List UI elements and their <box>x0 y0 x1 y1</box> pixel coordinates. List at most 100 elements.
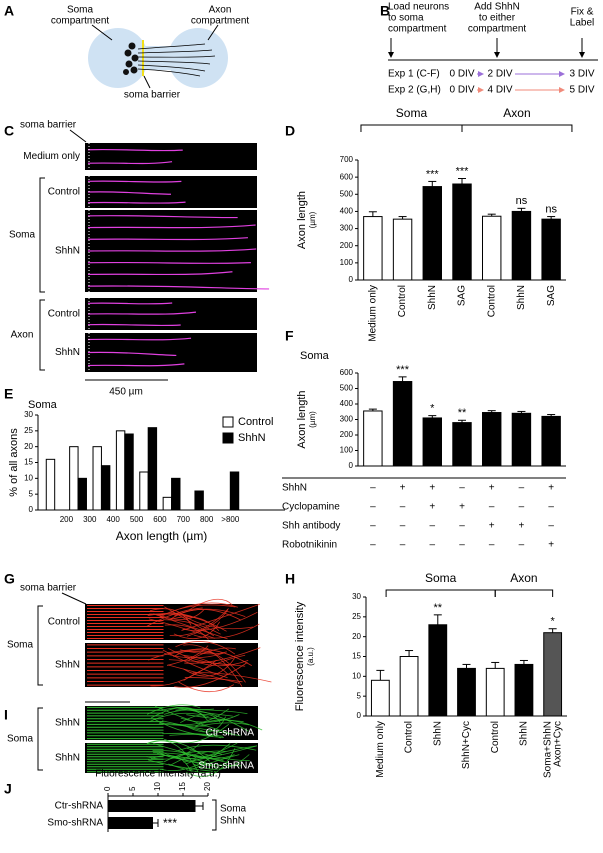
y-tick-label: 0 <box>349 461 354 470</box>
significance: *** <box>456 165 470 177</box>
bar <box>115 430 126 511</box>
bar <box>139 471 149 511</box>
bar <box>452 183 472 281</box>
label: soma barrier <box>20 120 77 131</box>
bar <box>511 210 532 281</box>
image-tag: Smo-shRNA <box>198 761 254 772</box>
treatment-mark: – <box>430 521 436 532</box>
bracket <box>37 605 43 686</box>
neurite <box>149 712 209 723</box>
neurite <box>183 654 246 681</box>
neurite <box>184 656 249 667</box>
y-tick-label: 10 <box>24 473 33 482</box>
treatment-mark: + <box>429 483 435 494</box>
neurite <box>153 743 229 764</box>
bar <box>482 215 502 281</box>
x-tick-label: ShhN <box>516 285 527 310</box>
group-bracket <box>360 124 463 132</box>
panel-letter: A <box>4 3 14 19</box>
legend-label: ShhN <box>238 432 266 444</box>
neurite <box>146 607 203 627</box>
y-tick-label: 20 <box>24 442 33 451</box>
row-label: Control <box>48 187 80 198</box>
x-tick-label: SAG <box>546 285 557 306</box>
x-tick-label: 800 <box>200 515 214 524</box>
arrow-head <box>559 87 565 93</box>
neurite <box>147 704 201 715</box>
treatment-mark: – <box>400 540 406 551</box>
neurite <box>159 722 221 739</box>
x-tick-label: Soma+ShhN <box>542 721 553 778</box>
row-label: ShhN <box>55 660 80 671</box>
chart-title: Fluorescence intensity (a.u.) <box>95 769 221 780</box>
y-tick-label: 600 <box>340 172 354 181</box>
x-tick-label: ShhN <box>432 721 443 746</box>
neurite <box>149 608 192 626</box>
x-tick-label: ShhN <box>427 285 438 310</box>
neurite <box>149 613 192 618</box>
neurite <box>188 649 246 683</box>
y-tick-label: 500 <box>340 384 354 393</box>
day-label: 2 DIV <box>487 69 512 80</box>
label: Soma <box>67 5 94 16</box>
panel-letter: F <box>285 328 294 344</box>
neurite <box>167 648 209 654</box>
group-label: Soma <box>7 640 34 651</box>
neurite <box>159 604 236 618</box>
bar <box>422 417 442 467</box>
step-label: Add ShhN <box>474 2 520 13</box>
experiment-label: Exp 1 (C-F) <box>388 69 440 80</box>
significance: ns <box>516 195 528 207</box>
y-tick-label: 25 <box>24 426 33 435</box>
neurite <box>164 606 215 637</box>
neurite <box>87 311 197 315</box>
y-tick-label: 300 <box>340 224 354 233</box>
bar <box>485 667 505 717</box>
group-label: Axon <box>11 330 34 341</box>
significance: ns <box>545 203 557 215</box>
day-label: 0 DIV <box>449 85 474 96</box>
y-tick-label: 10 <box>352 671 361 680</box>
x-tick-label: SAG <box>457 285 468 306</box>
x-tick-label: 5 <box>128 786 137 791</box>
neurite <box>173 621 221 640</box>
y-tick-label: 100 <box>340 258 354 267</box>
row-label: ShhN <box>55 753 80 764</box>
y-tick-label: Ctr-shRNA <box>55 801 104 812</box>
label: soma barrier <box>20 583 77 594</box>
bar <box>147 427 158 511</box>
step-label: compartment <box>468 24 527 35</box>
y-tick-label: 30 <box>24 410 33 419</box>
bar <box>543 632 563 717</box>
neurite <box>162 649 228 679</box>
group-label: Soma <box>220 804 247 815</box>
bar <box>511 412 532 467</box>
group-label: Soma <box>7 734 34 745</box>
significance: *** <box>163 816 177 830</box>
x-tick-label: Medium only <box>367 285 378 342</box>
neurite <box>161 743 231 771</box>
panel-letter: E <box>4 386 13 402</box>
treatment-mark: – <box>370 521 376 532</box>
bar <box>363 216 383 281</box>
y-tick-label: 15 <box>24 458 33 467</box>
neurite <box>193 623 260 639</box>
bracket <box>39 299 45 371</box>
treatment-mark: – <box>519 502 525 513</box>
day-label: 0 DIV <box>449 69 474 80</box>
bar <box>108 800 196 812</box>
row-label: ShhN <box>55 718 80 729</box>
bar <box>229 471 240 511</box>
y-axis-label: (µm) <box>308 211 317 228</box>
treatment-mark: + <box>489 521 495 532</box>
neurite <box>87 201 186 204</box>
x-tick-label: Control <box>397 285 408 317</box>
arrow-head <box>478 87 484 93</box>
bar <box>77 477 87 511</box>
bar <box>108 817 153 829</box>
bar <box>194 490 204 511</box>
label: compartment <box>51 16 110 27</box>
neurite <box>175 641 236 655</box>
step-label: to either <box>479 13 516 24</box>
chart-title: Soma <box>300 350 330 362</box>
